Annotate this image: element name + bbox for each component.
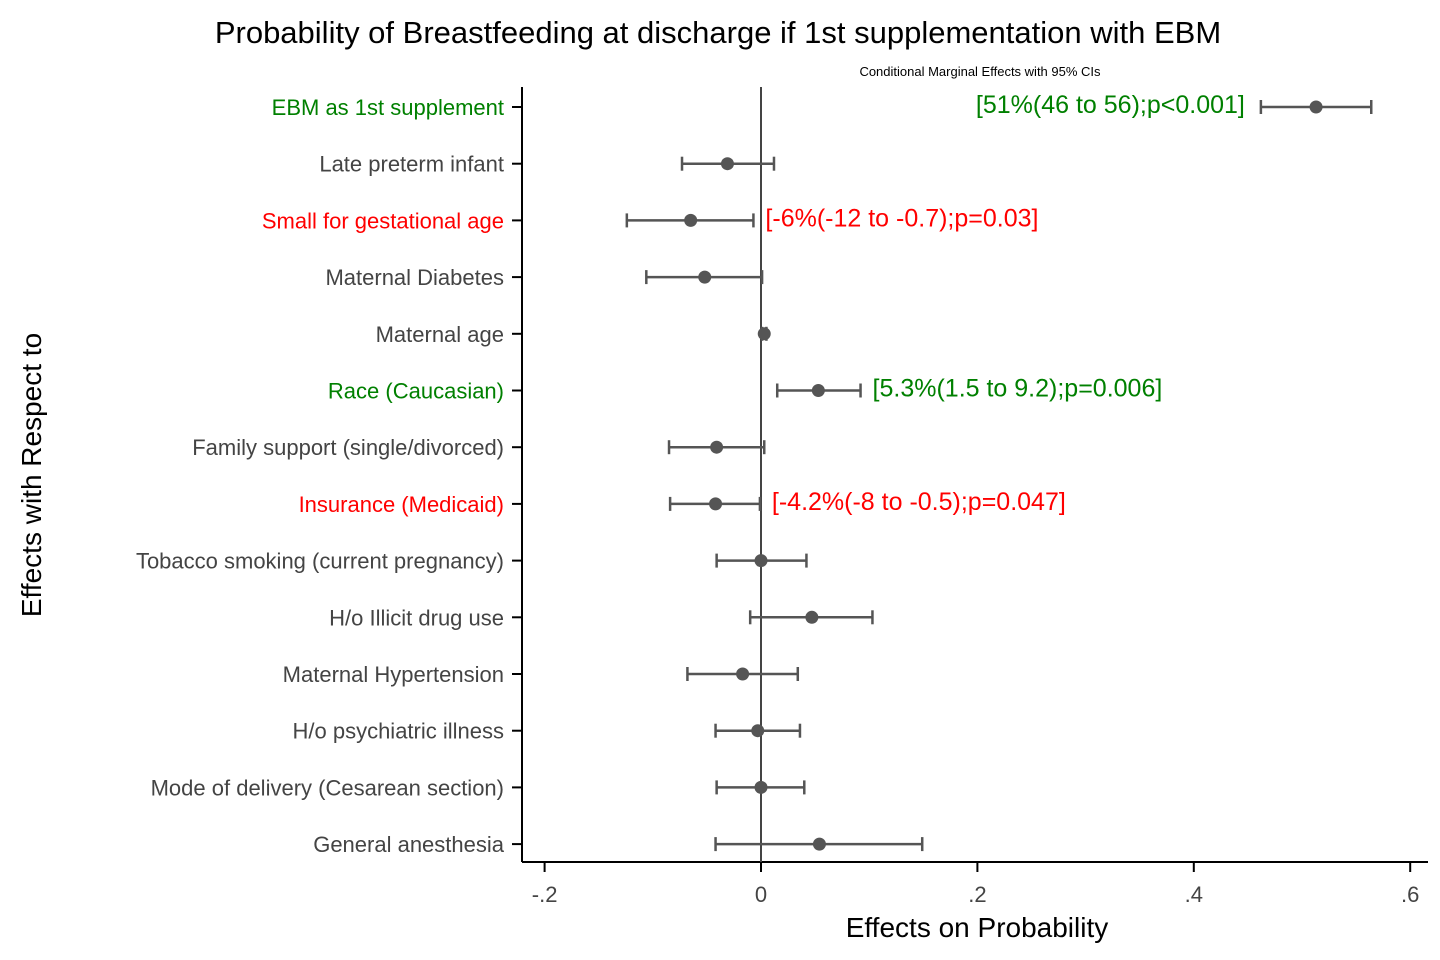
x-tick-label: .2	[968, 882, 986, 907]
data-annotation: [-4.2%(-8 to -0.5);p=0.047]	[772, 488, 1066, 516]
coefficient-row: H/o Illicit drug use	[329, 605, 874, 630]
point-estimate	[710, 440, 724, 454]
plot-area: -.2 0 .2 .4 .6 EBM as 1st supplement [51%(46 t…	[136, 87, 1428, 907]
category-label: General anesthesia	[313, 832, 505, 857]
x-axis-title: Effects on Probability	[846, 912, 1109, 943]
point-estimate	[811, 384, 825, 397]
category-label: Small for gestational age	[262, 208, 504, 233]
category-label: Late preterm infant	[319, 152, 504, 177]
x-tick-label: .6	[1401, 882, 1419, 907]
category-label: Insurance (Medicaid)	[299, 492, 504, 517]
coefficient-row: EBM as 1st supplement [51%(46 to 56);p<0.…	[272, 91, 1373, 120]
category-label: Maternal Hypertension	[283, 662, 504, 687]
coefficient-row: Insurance (Medicaid) [-4.2%(-8 to -0.5);p…	[299, 488, 1066, 517]
coefficient-row: Maternal age	[376, 322, 771, 347]
point-estimate	[684, 213, 698, 227]
category-label: H/o Illicit drug use	[329, 605, 504, 630]
coefficient-row: Family support (single/divorced)	[192, 435, 766, 460]
coefficient-row: Late preterm infant	[319, 152, 776, 177]
category-label: H/o psychiatric illness	[292, 719, 504, 744]
coefficient-row: Maternal Diabetes	[325, 265, 764, 290]
point-estimate	[698, 270, 712, 284]
point-estimate	[751, 724, 765, 738]
y-axis-title: Effects with Respect to	[16, 333, 47, 617]
x-tick-label: .4	[1185, 882, 1203, 907]
category-label: Family support (single/divorced)	[192, 435, 504, 460]
point-estimate	[709, 497, 723, 511]
category-label: Maternal Diabetes	[325, 265, 504, 290]
point-estimate	[757, 327, 771, 341]
category-label: Race (Caucasian)	[328, 379, 504, 404]
x-tick-label: -.2	[532, 882, 558, 907]
point-estimate	[805, 610, 819, 624]
point-estimate	[754, 554, 768, 568]
coefficient-row: H/o psychiatric illness	[292, 719, 802, 744]
point-estimate	[812, 837, 826, 851]
point-estimate	[720, 157, 734, 171]
category-label: EBM as 1st supplement	[272, 95, 504, 120]
point-estimate	[754, 780, 768, 794]
data-annotation: [-6%(-12 to -0.7);p=0.03]	[765, 204, 1038, 232]
coefficient-row: Small for gestational age [-6%(-12 to -0.…	[262, 204, 1039, 233]
data-annotation: [51%(46 to 56);p<0.001]	[976, 91, 1245, 119]
point-estimate	[1309, 100, 1323, 114]
coefficient-row: Maternal Hypertension	[283, 662, 800, 687]
category-label: Mode of delivery (Cesarean section)	[151, 775, 504, 800]
category-label: Tobacco smoking (current pregnancy)	[136, 549, 504, 574]
point-estimate	[736, 667, 750, 681]
coefficient-row: Mode of delivery (Cesarean section)	[151, 775, 806, 800]
chart-title: Probability of Breastfeeding at discharg…	[215, 15, 1221, 50]
coefficient-row: General anesthesia	[313, 832, 924, 857]
x-tick-label: 0	[755, 882, 767, 907]
coefficient-row: Tobacco smoking (current pregnancy)	[136, 549, 808, 574]
data-annotation: [5.3%(1.5 to 9.2);p=0.006]	[873, 375, 1163, 403]
category-label: Maternal age	[376, 322, 504, 347]
chart-subtitle: Conditional Marginal Effects with 95% CI…	[859, 64, 1101, 79]
coefficient-row: Race (Caucasian) [5.3%(1.5 to 9.2);p=0.00…	[328, 375, 1162, 404]
